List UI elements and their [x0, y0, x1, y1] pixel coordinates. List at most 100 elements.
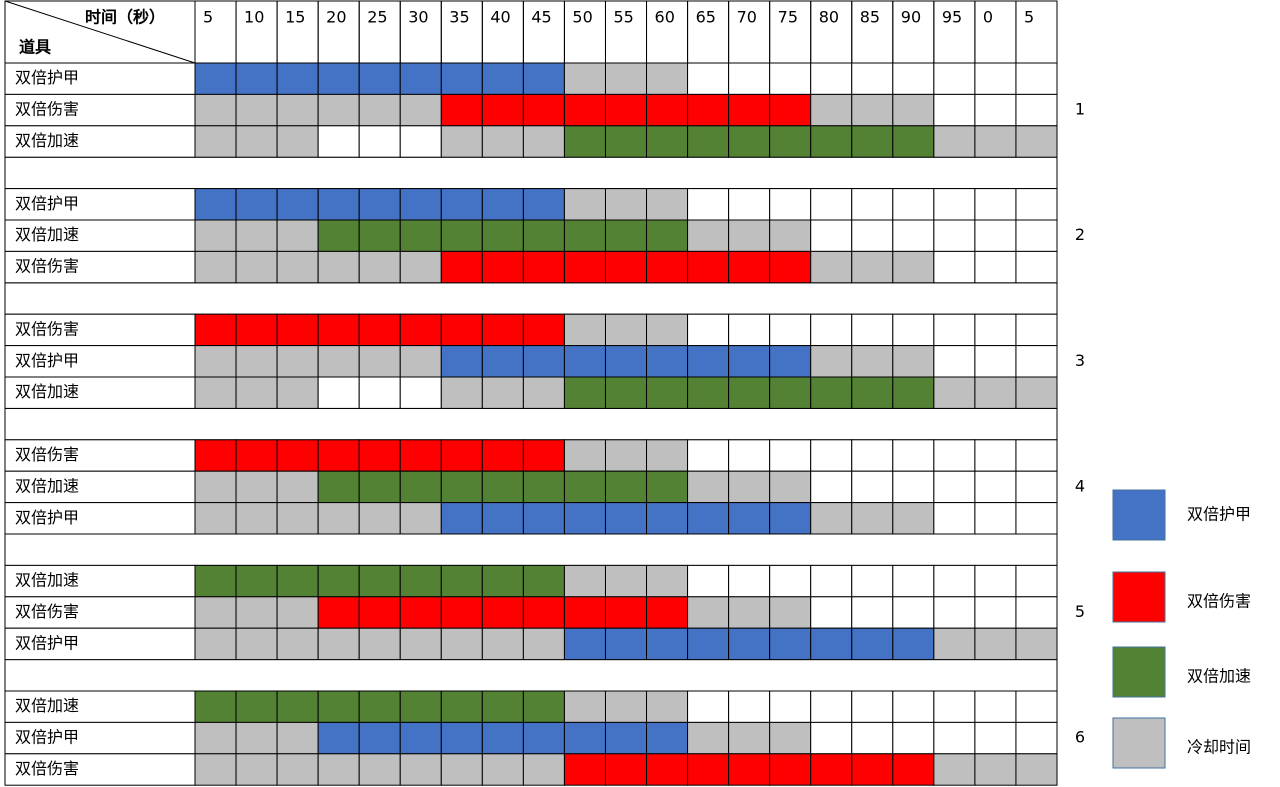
separator-row — [4, 282, 1058, 315]
time-cell — [194, 596, 237, 629]
item-cell — [4, 219, 196, 252]
time-cell — [276, 219, 319, 252]
time-cell — [235, 564, 278, 598]
time-cell — [974, 62, 1017, 95]
header-cell — [974, 0, 1017, 64]
time-cell — [358, 345, 401, 378]
time-cell — [687, 470, 730, 504]
time-cell — [646, 313, 689, 347]
time-cell — [810, 753, 853, 786]
time-cell — [194, 627, 237, 661]
column-label: 30 — [408, 8, 428, 27]
time-cell — [317, 439, 360, 472]
time-cell — [194, 753, 237, 786]
time-cell — [440, 753, 483, 786]
time-cell — [810, 502, 853, 535]
time-cell — [892, 690, 935, 723]
time-cell — [851, 250, 894, 284]
time-cell — [769, 564, 812, 598]
time-cell — [276, 345, 319, 378]
time-cell — [276, 188, 319, 221]
legend-label: 双倍伤害 — [1187, 592, 1251, 611]
time-cell — [646, 125, 689, 158]
time-cell — [276, 564, 319, 598]
time-cell — [646, 690, 689, 723]
time-cell — [317, 753, 360, 786]
time-cell — [317, 470, 360, 504]
time-cell — [604, 564, 648, 598]
time-cell — [276, 721, 319, 755]
time-cell — [851, 721, 894, 755]
item-cell — [4, 753, 196, 786]
item-cell — [4, 470, 196, 504]
time-cell — [604, 627, 648, 661]
time-cell — [604, 690, 648, 723]
group-label: 4 — [1075, 476, 1085, 495]
time-cell — [440, 502, 483, 535]
time-cell — [276, 93, 319, 127]
time-cell — [851, 62, 894, 95]
time-cell — [1015, 93, 1058, 127]
time-cell — [317, 345, 360, 378]
item-header: 道具 — [19, 38, 51, 57]
time-cell — [646, 564, 689, 598]
time-cell — [810, 188, 853, 221]
column-label: 10 — [244, 8, 264, 27]
time-cell — [646, 376, 689, 409]
time-cell — [687, 564, 730, 598]
time-cell — [358, 596, 401, 629]
time-cell — [646, 753, 689, 786]
time-cell — [810, 376, 853, 409]
time-cell — [440, 690, 483, 723]
time-cell — [317, 313, 360, 347]
time-cell — [974, 439, 1017, 472]
time-cell — [646, 188, 689, 221]
time-cell — [522, 62, 565, 95]
time-cell — [481, 439, 524, 472]
group-label: 5 — [1075, 602, 1085, 621]
time-cell — [892, 596, 935, 629]
time-cell — [358, 721, 401, 755]
time-cell — [728, 219, 771, 252]
item-label: 双倍加速 — [15, 382, 79, 401]
time-cell — [646, 250, 689, 284]
time-cell — [194, 721, 237, 755]
time-cell — [194, 62, 237, 95]
time-cell — [810, 345, 853, 378]
time-cell — [235, 627, 278, 661]
legend-label: 冷却时间 — [1187, 738, 1251, 757]
item-cell — [4, 627, 196, 661]
time-cell — [194, 439, 237, 472]
time-cell — [769, 439, 812, 472]
column-label: 5 — [1024, 8, 1034, 27]
time-cell — [687, 93, 730, 127]
time-cell — [933, 250, 976, 284]
time-cell — [235, 376, 278, 409]
time-cell — [769, 125, 812, 158]
time-cell — [646, 502, 689, 535]
legend-swatch — [1112, 646, 1166, 698]
time-cell — [276, 596, 319, 629]
time-cell — [358, 470, 401, 504]
time-cell — [440, 376, 483, 409]
time-cell — [687, 753, 730, 786]
time-cell — [728, 596, 771, 629]
time-cell — [481, 250, 524, 284]
time-cell — [1015, 439, 1058, 472]
time-cell — [522, 564, 565, 598]
time-cell — [1015, 125, 1058, 158]
time-cell — [1015, 376, 1058, 409]
time-cell — [687, 250, 730, 284]
time-cell — [810, 690, 853, 723]
time-cell — [399, 219, 442, 252]
time-cell — [892, 753, 935, 786]
time-cell — [563, 596, 606, 629]
time-cell — [769, 376, 812, 409]
time-cell — [440, 564, 483, 598]
time-cell — [851, 596, 894, 629]
time-cell — [892, 721, 935, 755]
time-cell — [440, 125, 483, 158]
time-cell — [687, 125, 730, 158]
time-cell — [687, 345, 730, 378]
time-cell — [358, 753, 401, 786]
